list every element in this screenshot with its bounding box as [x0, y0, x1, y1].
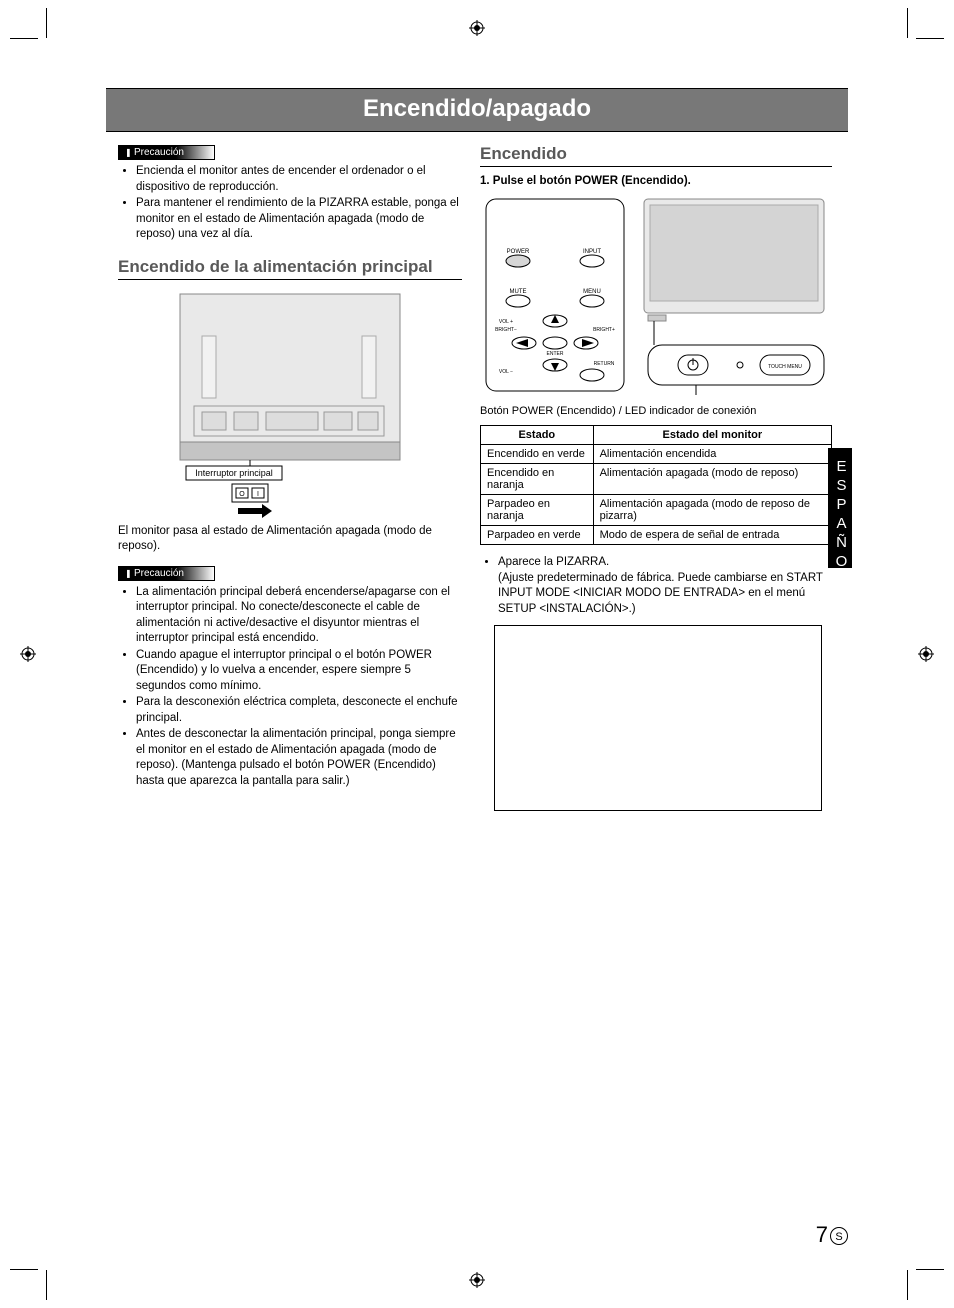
language-tab: ESPAÑOL: [828, 448, 852, 568]
list-item: Encienda el monitor antes de encender el…: [136, 164, 462, 195]
pizarra-placeholder: [494, 625, 822, 811]
registration-mark-icon: [20, 646, 36, 662]
monitor-back-diagram: Interruptor principal O I: [174, 288, 406, 518]
registration-mark-icon: [469, 20, 485, 36]
page-number-suffix: S: [830, 1227, 848, 1245]
caution-list-1: Encienda el monitor antes de encender el…: [118, 164, 462, 243]
table-row: Parpadeo en naranjaAlimentación apagada …: [481, 495, 832, 526]
section-heading-right: Encendido: [480, 144, 832, 167]
pizarra-list: Aparece la PIZARRA. (Ajuste predetermina…: [480, 555, 832, 617]
pizarra-note: (Ajuste predeterminado de fábrica. Puede…: [498, 572, 823, 615]
diagram-caption: Botón POWER (Encendido) / LED indicador …: [480, 405, 832, 417]
table-row: Encendido en verdeAlimentación encendida: [481, 445, 832, 464]
crop-mark: [46, 1270, 47, 1300]
list-item: Para la desconexión eléctrica completa, …: [136, 695, 462, 726]
right-column: Encendido 1. Pulse el botón POWER (Encen…: [480, 144, 832, 811]
list-item: La alimentación principal deberá encende…: [136, 585, 462, 647]
list-item: Cuando apague el interruptor principal o…: [136, 648, 462, 695]
registration-mark-icon: [469, 1272, 485, 1288]
arrow-icon: [238, 504, 272, 518]
crop-mark: [916, 1269, 944, 1270]
list-item: Aparece la PIZARRA. (Ajuste predetermina…: [498, 555, 832, 617]
svg-text:ENTER: ENTER: [547, 351, 564, 357]
page-title: Encendido/apagado: [106, 88, 848, 132]
svg-text:I: I: [257, 491, 259, 498]
remote-diagram: POWER INPUT MUTE MENU VOL + BRIGHT− BRIG…: [480, 195, 630, 395]
svg-text:MUTE: MUTE: [510, 289, 527, 295]
svg-text:BRIGHT−: BRIGHT−: [495, 327, 517, 333]
crop-mark: [907, 8, 908, 38]
caution-label: Precaución: [118, 145, 215, 160]
crop-mark: [46, 8, 47, 38]
power-button-icon: [506, 255, 530, 267]
svg-text:MENU: MENU: [583, 289, 601, 295]
svg-text:BRIGHT+: BRIGHT+: [593, 327, 615, 333]
table-row: Parpadeo en verdeModo de espera de señal…: [481, 526, 832, 545]
table-header: Estado del monitor: [593, 426, 831, 445]
svg-text:VOL +: VOL +: [499, 319, 513, 325]
crop-mark: [10, 1269, 38, 1270]
left-column: Precaución Encienda el monitor antes de …: [118, 144, 462, 797]
page-number-value: 7: [816, 1222, 828, 1247]
step-text: 1. Pulse el botón POWER (Encendido).: [480, 175, 832, 187]
svg-text:RETURN: RETURN: [594, 361, 615, 367]
svg-text:INPUT: INPUT: [583, 249, 601, 255]
status-table: Estado Estado del monitor Encendido en v…: [480, 425, 832, 545]
crop-mark: [10, 38, 38, 39]
svg-text:POWER: POWER: [507, 249, 530, 255]
pizarra-bullet: Aparece la PIZARRA.: [498, 556, 609, 568]
svg-text:VOL −: VOL −: [499, 369, 513, 375]
table-header: Estado: [481, 426, 594, 445]
crop-mark: [907, 1270, 908, 1300]
table-row: Encendido en naranjaAlimentación apagada…: [481, 464, 832, 495]
registration-mark-icon: [918, 646, 934, 662]
page-number: 7S: [816, 1222, 848, 1248]
body-text: El monitor pasa al estado de Alimentació…: [118, 524, 462, 555]
switch-label: Interruptor principal: [195, 468, 273, 478]
list-item: Para mantener el rendimiento de la PIZAR…: [136, 196, 462, 243]
svg-text:TOUCH MENU: TOUCH MENU: [768, 364, 802, 370]
svg-text:O: O: [239, 491, 245, 498]
crop-mark: [916, 38, 944, 39]
caution-label: Precaución: [118, 566, 215, 581]
remote-monitor-row: POWER INPUT MUTE MENU VOL + BRIGHT− BRIG…: [480, 195, 832, 395]
table-header-row: Estado Estado del monitor: [481, 426, 832, 445]
list-item: Antes de desconectar la alimentación pri…: [136, 727, 462, 789]
section-heading-left: Encendido de la alimentación principal: [118, 257, 462, 280]
caution-list-2: La alimentación principal deberá encende…: [118, 585, 462, 790]
monitor-front-diagram: TOUCH MENU: [640, 195, 828, 395]
